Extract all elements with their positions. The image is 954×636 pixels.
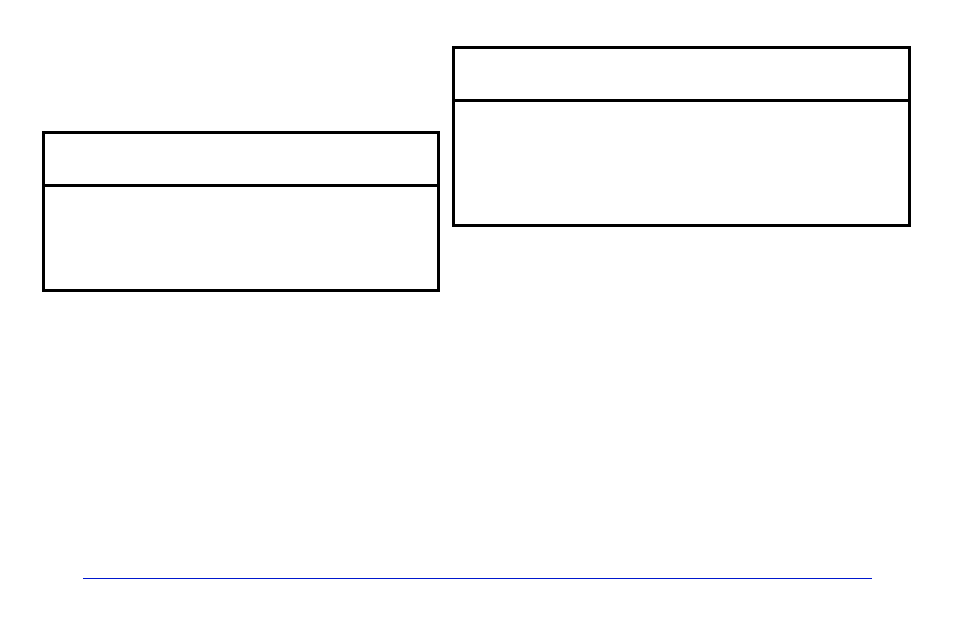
horizontal-rule [83, 578, 872, 579]
box-left [42, 131, 440, 292]
box-right [452, 46, 911, 227]
box-left-divider [45, 184, 437, 187]
box-right-divider [455, 99, 908, 102]
